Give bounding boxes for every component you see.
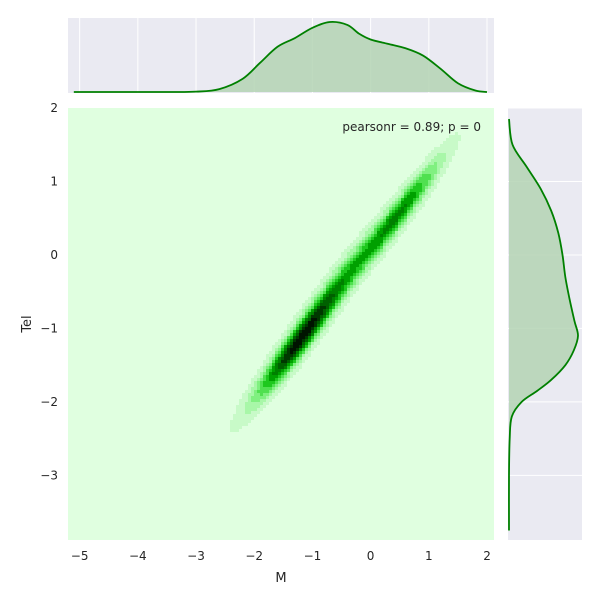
y-tick-label: 1 <box>50 174 58 188</box>
y-axis-label: Tel <box>20 315 35 333</box>
x-axis-label: M <box>275 571 286 586</box>
y-tick-label: 0 <box>50 248 58 262</box>
y-tick-label: 2 <box>50 101 58 115</box>
kde-contour-level-8 <box>278 294 335 369</box>
x-tick-label: −2 <box>245 549 263 563</box>
kde-contour-level-7 <box>272 204 407 375</box>
joint-kde-contours <box>230 132 461 432</box>
joint-panel: pearsonr = 0.89; p = 0 <box>68 108 494 540</box>
kde-contour-level-9 <box>281 306 326 363</box>
y-tick-label: −3 <box>40 468 58 482</box>
x-tick-labels: −5 −4 −3 −2 −1 0 1 2 <box>71 549 491 563</box>
x-tick-label: 0 <box>367 549 375 563</box>
x-tick-label: −3 <box>187 549 205 563</box>
pearson-annotation: pearsonr = 0.89; p = 0 <box>342 120 481 134</box>
kde-contour-level-6 <box>269 192 416 381</box>
right-marginal-kde-line <box>508 118 579 531</box>
y-tick-label: −1 <box>40 321 58 335</box>
x-tick-label: −4 <box>129 549 147 563</box>
right-marginal-panel <box>508 107 582 540</box>
x-tick-label: −5 <box>71 549 89 563</box>
y-tick-labels: −3 −2 −1 0 1 2 <box>40 101 58 482</box>
x-tick-label: 2 <box>483 549 491 563</box>
x-tick-label: 1 <box>425 549 433 563</box>
right-marginal-kde-fill <box>508 119 579 531</box>
y-tick-label: −2 <box>40 395 58 409</box>
top-marginal-kde-fill <box>73 21 488 93</box>
kde-contour-level-10 <box>290 318 317 354</box>
top-marginal-kde-line <box>73 21 488 93</box>
x-tick-label: −1 <box>304 549 322 563</box>
top-marginal-panel <box>68 18 494 93</box>
